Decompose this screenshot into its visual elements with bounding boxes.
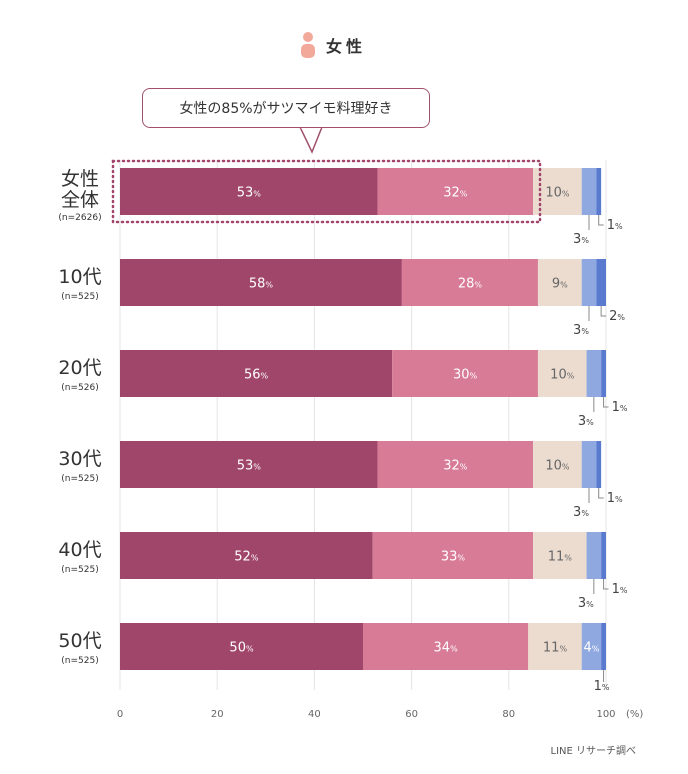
data-label: 1% [607,218,623,233]
bar-segment [596,259,606,306]
data-label: 32% [443,459,468,474]
data-label: 3% [573,505,589,520]
category-label: 10代 [58,266,101,288]
data-label: 1% [607,491,623,506]
bar-segment [120,441,378,488]
bar-segment [377,441,534,488]
bar-segment [581,259,597,306]
data-label: 9% [552,277,568,292]
bar-segment [581,168,597,215]
bar-segment [537,350,587,397]
bar-segment [377,168,534,215]
bar-segment [372,532,534,579]
bar-segment [586,350,602,397]
data-label: 30% [453,368,478,383]
bar-segment [533,168,582,215]
category-n: (n=525) [61,565,98,575]
x-tick-label: 80 [502,709,515,720]
leader-line [600,306,607,317]
bar-segment [392,350,538,397]
category-label: 全体 [61,189,99,211]
bar-segment [120,259,402,306]
bar-segment [528,623,582,670]
data-label: 11% [543,641,568,656]
x-unit-label: (%) [626,709,643,720]
data-label: 3% [573,323,589,338]
bar-segment [363,623,529,670]
data-label: 10% [545,186,570,201]
x-tick-label: 20 [211,709,224,720]
data-label: 58% [249,277,274,292]
data-label: 53% [237,459,262,474]
bar-segment [581,623,602,670]
source-note: LINE リサーチ調べ [550,746,637,757]
chart-header: 女性 [300,30,366,60]
data-label: 32% [443,186,468,201]
x-tick-label: 60 [405,709,418,720]
bar-segment [601,532,606,579]
data-label: 11% [548,550,573,565]
highlight-box [111,159,542,224]
bar-segment [401,259,538,306]
bar-segment [537,259,582,306]
leader-line [603,397,609,408]
leader-line [603,579,609,590]
data-label: 52% [234,550,259,565]
data-label: 10% [550,368,575,383]
callout-pointer [298,126,324,154]
data-label: 10% [545,459,570,474]
data-label: 4% [583,641,599,656]
data-label: 53% [237,186,262,201]
bar-segment [120,350,393,397]
x-tick-label: 0 [117,709,123,720]
callout-box: 女性の85%がサツマイモ料理好き [142,88,430,128]
data-label: 3% [573,232,589,247]
data-label: 1% [594,679,610,694]
header-label: 女性 [326,37,367,56]
data-label: 2% [609,309,625,324]
callout-text: 女性の85%がサツマイモ料理好き [179,101,393,117]
bar-segment [120,623,363,670]
bar-segment [601,350,606,397]
x-tick-label: 40 [308,709,321,720]
x-tick-label: 100 [596,709,615,720]
category-n: (n=525) [61,656,98,666]
bar-segment [586,532,602,579]
data-label: 33% [441,550,466,565]
category-n: (n=2626) [58,213,101,223]
leader-line [598,215,604,226]
category-label: 20代 [58,357,101,379]
category-n: (n=526) [61,383,98,393]
person-icon [301,32,315,58]
bar-segment [533,532,587,579]
category-label: 30代 [58,448,101,470]
data-label: 34% [434,641,459,656]
data-label: 56% [244,368,269,383]
category-label: 40代 [58,539,101,561]
bar-segment [120,532,373,579]
category-label: 女性 [61,168,99,190]
data-label: 50% [229,641,254,656]
data-label: 28% [458,277,483,292]
category-n: (n=525) [61,474,98,484]
category-n: (n=525) [61,292,98,302]
category-label: 50代 [58,630,101,652]
bar-segment [596,168,602,215]
data-label: 1% [612,400,628,415]
data-label: 1% [612,582,628,597]
bar-segment [533,441,582,488]
bar-segment [120,168,378,215]
data-label: 3% [578,414,594,429]
data-label: 3% [578,596,594,611]
leader-line [598,488,604,499]
bar-segment [601,623,606,670]
bar-segment [596,441,602,488]
bar-segment [581,441,597,488]
